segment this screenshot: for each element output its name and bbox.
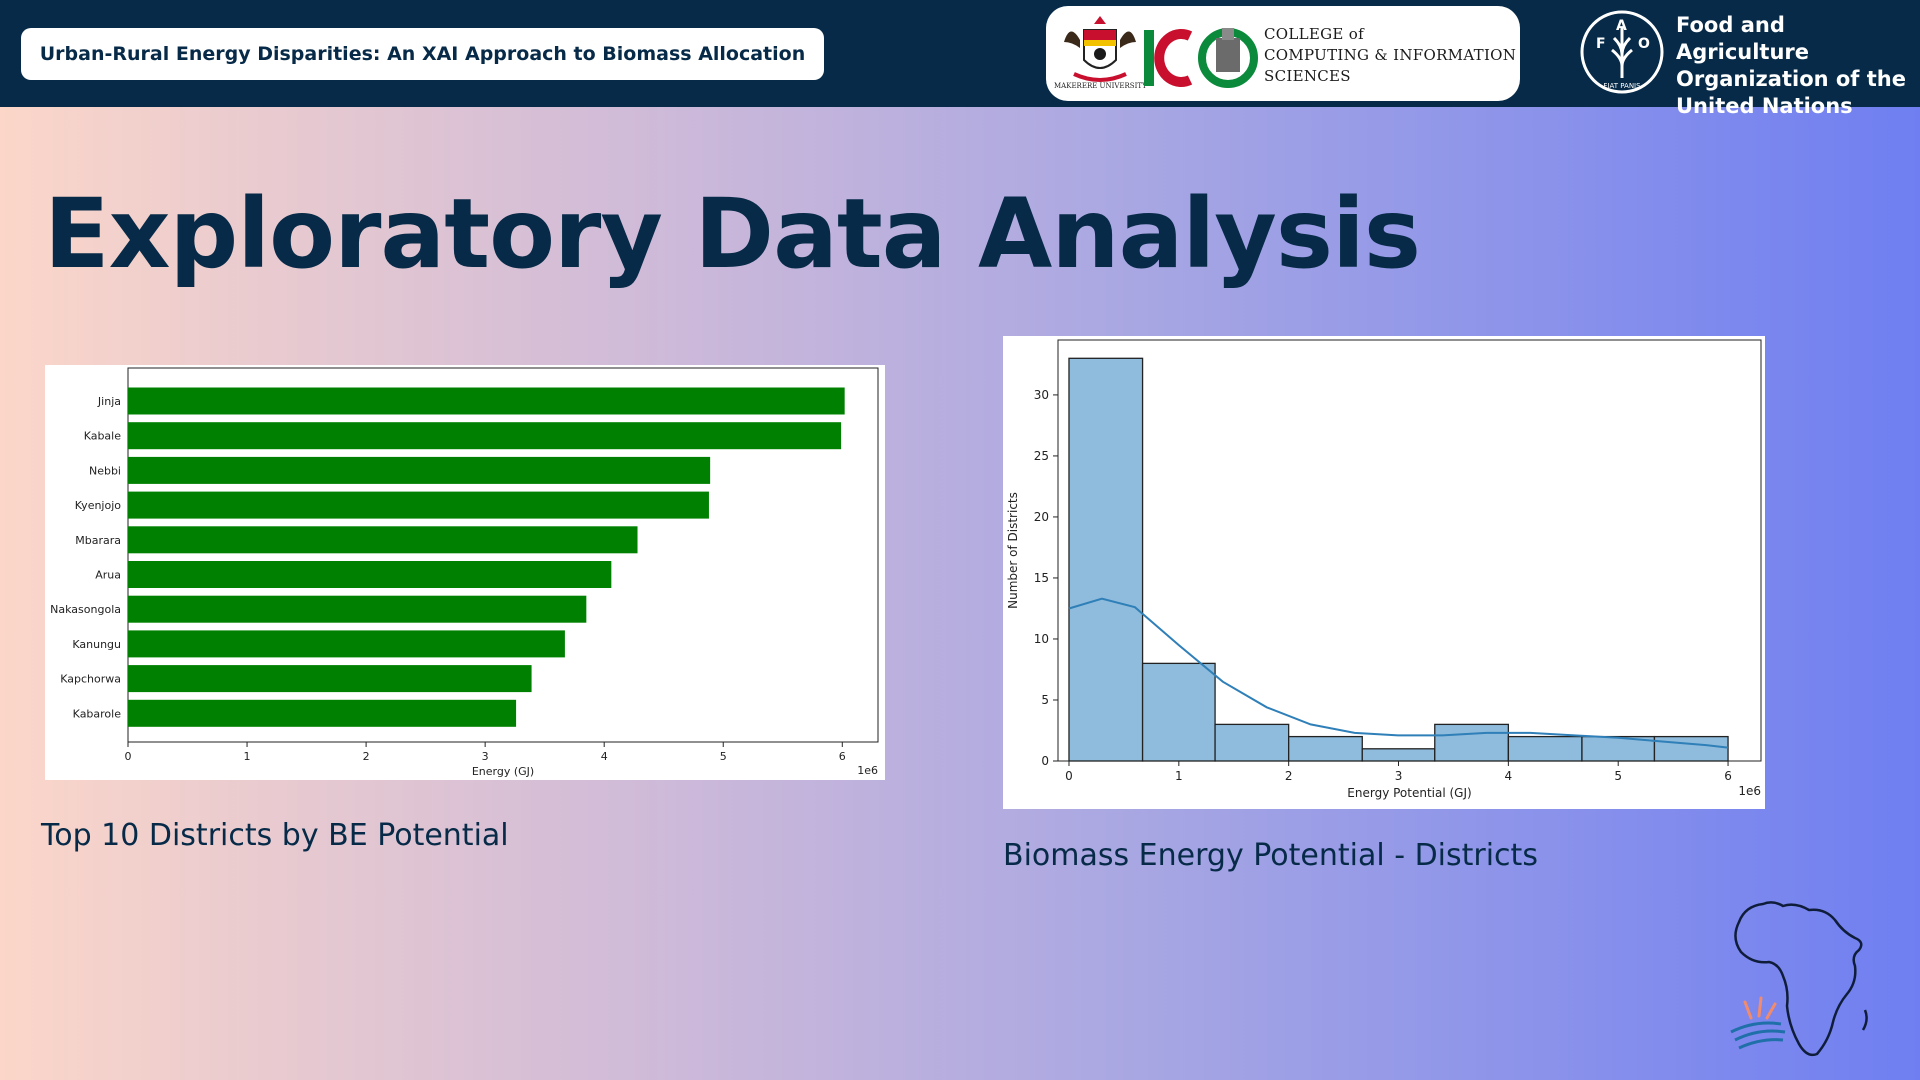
- bar-kanungu: [128, 630, 565, 658]
- histogram-bin: [1361, 748, 1436, 762]
- histogram-bin: [1653, 735, 1729, 762]
- x-tick-label: 0: [1065, 769, 1073, 783]
- y-tick-label: 10: [1034, 632, 1049, 646]
- x-tick-label: 4: [601, 750, 608, 763]
- x-tick-label: 1: [244, 750, 251, 763]
- caption-top-districts: Top 10 Districts by BE Potential: [41, 818, 509, 853]
- makerere-crest-icon: [1064, 16, 1136, 82]
- energy-histogram-chart: 0 1 2 3 4 5 6 0 5 10 15 20 25 30 Energy Potential (GJ)…: [1003, 336, 1765, 809]
- fao-emblem-icon: F A O FIAT PANIS: [1580, 10, 1664, 94]
- caption-histogram: Biomass Energy Potential - Districts: [1003, 838, 1538, 873]
- centenary-100-icon: [1144, 28, 1258, 88]
- college-logo-pill: MAKERERE UNIVERSITY COLLEGE of COMPUTING…: [1046, 6, 1520, 101]
- college-name: COLLEGE of COMPUTING & INFORMATION SCIEN…: [1264, 24, 1516, 87]
- bar-arua: [128, 561, 612, 588]
- fao-letter-a: A: [1616, 18, 1627, 34]
- y-tick-label: Nebbi: [89, 464, 121, 477]
- histogram-bin: [1288, 735, 1363, 762]
- bar-kabarole: [128, 699, 517, 727]
- y-tick-label: Kabarole: [73, 707, 122, 720]
- top-districts-chart: Jinja Kabale Nebbi Kyenjojo Mbarara Arua Nakas…: [45, 365, 885, 780]
- slide-heading: Exploratory Data Analysis: [44, 178, 1421, 290]
- x-tick-label: 6: [1724, 769, 1732, 783]
- y-axis-label: Number of Districts: [1006, 492, 1020, 609]
- x-axis-multiplier: 1e6: [857, 764, 878, 777]
- x-axis-label: Energy Potential (GJ): [1347, 786, 1471, 800]
- fao-motto: FIAT PANIS: [1603, 82, 1641, 90]
- x-tick-label: 4: [1505, 769, 1513, 783]
- y-tick-label: Kanungu: [72, 638, 121, 651]
- histogram-bin: [1141, 662, 1216, 762]
- x-tick-label: 0: [125, 750, 132, 763]
- x-tick-label: 1: [1175, 769, 1183, 783]
- x-tick-label: 2: [363, 750, 370, 763]
- top-districts-bar-chart: Jinja Kabale Nebbi Kyenjojo Mbarara Arua Nakas…: [50, 367, 879, 778]
- histogram-bin: [1507, 735, 1583, 762]
- y-tick-label: Kyenjojo: [75, 499, 122, 512]
- bar-jinja: [128, 387, 845, 415]
- y-tick-label: 5: [1041, 693, 1049, 707]
- y-tick-label: Kabale: [84, 430, 122, 443]
- fao-line-3: United Nations: [1676, 94, 1853, 118]
- university-label: MAKERERE UNIVERSITY: [1054, 82, 1147, 90]
- bar-nakasongola: [128, 595, 587, 623]
- x-tick-label: 3: [482, 750, 489, 763]
- x-axis-multiplier: 1e6: [1738, 784, 1761, 798]
- bar-mbarara: [128, 526, 638, 554]
- y-tick-label: 30: [1034, 388, 1049, 402]
- fao-line-2: Organization of the: [1676, 67, 1906, 91]
- x-tick-label: 6: [839, 750, 846, 763]
- bar-kyenjojo: [128, 491, 709, 519]
- y-tick-label: 20: [1034, 510, 1049, 524]
- x-tick-label: 2: [1285, 769, 1293, 783]
- kde-line: [1068, 597, 1729, 749]
- x-tick-label: 5: [1614, 769, 1622, 783]
- bar-nebbi: [128, 456, 711, 484]
- y-tick-label: 25: [1034, 449, 1049, 463]
- x-axis-label: Energy (GJ): [472, 765, 534, 778]
- college-line-2: COMPUTING & INFORMATION: [1264, 46, 1517, 64]
- college-line-3: SCIENCES: [1264, 67, 1351, 85]
- bar-kapchorwa: [128, 665, 532, 693]
- africa-map-icon: [1730, 901, 1868, 1057]
- x-tick-label: 5: [720, 750, 727, 763]
- fao-line-1: Food and Agriculture: [1676, 13, 1810, 64]
- presentation-title-pill: Urban-Rural Energy Disparities: An XAI A…: [21, 28, 824, 80]
- y-tick-label: 0: [1041, 754, 1049, 768]
- y-tick-label: Mbarara: [75, 534, 121, 547]
- y-tick-label: Kapchorwa: [60, 673, 121, 686]
- fao-name: Food and Agriculture Organization of the…: [1676, 12, 1920, 120]
- fao-letter-f: F: [1596, 36, 1606, 52]
- histogram-bin: [1214, 723, 1290, 762]
- bar-kabale: [128, 422, 842, 450]
- y-tick-label: Nakasongola: [50, 603, 121, 616]
- y-tick-label: Arua: [95, 569, 121, 582]
- fao-letter-o: O: [1638, 36, 1650, 52]
- y-tick-label: Jinja: [97, 395, 121, 408]
- x-tick-label: 3: [1395, 769, 1403, 783]
- energy-histogram: 0 1 2 3 4 5 6 0 5 10 15 20 25 30 Energy Potential (GJ)…: [1006, 339, 1762, 800]
- college-line-1: COLLEGE of: [1264, 25, 1364, 43]
- presentation-title: Urban-Rural Energy Disparities: An XAI A…: [39, 43, 806, 65]
- histogram-bin: [1068, 357, 1144, 762]
- histogram-bin: [1434, 723, 1510, 762]
- y-tick-label: 15: [1034, 571, 1049, 585]
